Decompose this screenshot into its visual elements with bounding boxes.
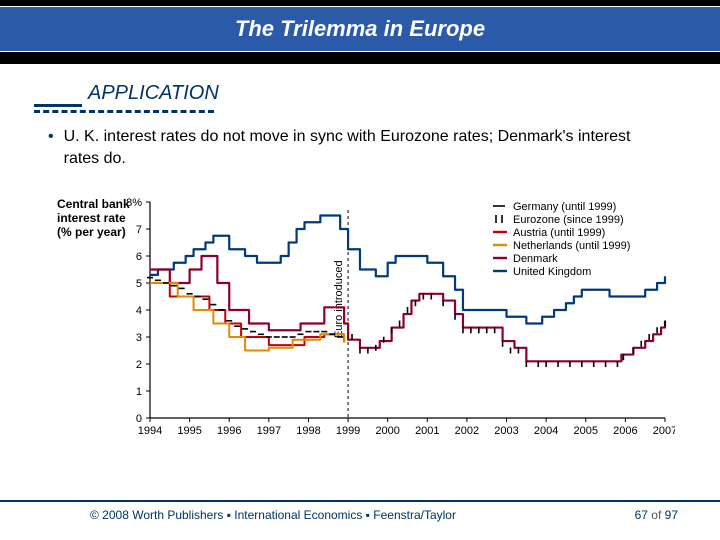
title-inner: The Trilemma in Europe xyxy=(0,6,720,52)
page-sep: of xyxy=(648,508,665,522)
svg-text:1995: 1995 xyxy=(177,425,201,437)
svg-text:interest rate: interest rate xyxy=(57,211,126,225)
svg-text:Netherlands (until 1999): Netherlands (until 1999) xyxy=(513,240,630,252)
svg-text:2000: 2000 xyxy=(375,425,399,437)
svg-text:2003: 2003 xyxy=(494,425,518,437)
svg-text:2007: 2007 xyxy=(653,425,675,437)
svg-text:2006: 2006 xyxy=(613,425,637,437)
svg-text:4: 4 xyxy=(136,305,142,317)
svg-text:Central bank: Central bank xyxy=(57,197,130,211)
application-underline-dashed xyxy=(34,110,214,113)
application-label: APPLICATION xyxy=(88,82,219,105)
svg-text:1996: 1996 xyxy=(217,425,241,437)
svg-text:1: 1 xyxy=(136,386,142,398)
footer-copyright: © 2008 Worth Publishers ▪ International … xyxy=(90,508,456,522)
svg-text:3: 3 xyxy=(136,332,142,344)
svg-text:0: 0 xyxy=(136,413,142,425)
svg-text:Eurozone (since 1999): Eurozone (since 1999) xyxy=(513,214,624,226)
application-underline-solid xyxy=(34,104,82,107)
svg-text:5: 5 xyxy=(136,278,142,290)
slide-title: The Trilemma in Europe xyxy=(235,16,485,42)
svg-text:United Kingdom: United Kingdom xyxy=(513,266,591,278)
svg-text:6: 6 xyxy=(136,251,142,263)
svg-text:8%: 8% xyxy=(126,197,142,209)
svg-text:2001: 2001 xyxy=(415,425,439,437)
bullet-marker: • xyxy=(48,126,54,170)
svg-text:1999: 1999 xyxy=(336,425,360,437)
svg-text:2002: 2002 xyxy=(455,425,479,437)
svg-text:Germany (until 1999): Germany (until 1999) xyxy=(513,201,616,213)
svg-text:2004: 2004 xyxy=(534,425,558,437)
svg-text:Austria (until 1999): Austria (until 1999) xyxy=(513,227,605,239)
title-bar: The Trilemma in Europe xyxy=(0,0,720,64)
svg-text:2: 2 xyxy=(136,359,142,371)
svg-text:2005: 2005 xyxy=(574,425,598,437)
svg-text:Denmark: Denmark xyxy=(513,253,558,265)
chart-svg: Central bankinterest rate(% per year) 0 1 2… xyxy=(55,190,675,450)
svg-text:1998: 1998 xyxy=(296,425,320,437)
svg-text:1997: 1997 xyxy=(257,425,281,437)
page-total: 97 xyxy=(665,508,678,522)
footer: © 2008 Worth Publishers ▪ International … xyxy=(0,508,720,522)
svg-text:Euro introduced: Euro introduced xyxy=(333,260,345,338)
body-text: • U. K. interest rates do not move in sy… xyxy=(48,126,660,170)
footer-page: 67 of 97 xyxy=(635,508,678,522)
svg-text:(% per year): (% per year) xyxy=(57,225,126,239)
page-current: 67 xyxy=(635,508,648,522)
interest-rate-chart: Central bankinterest rate(% per year) 0 1 2… xyxy=(55,190,675,450)
bullet-text: U. K. interest rates do not move in sync… xyxy=(64,126,660,170)
footer-divider xyxy=(0,500,720,502)
bullet-item: • U. K. interest rates do not move in sy… xyxy=(48,126,660,170)
svg-text:7: 7 xyxy=(136,224,142,236)
slide: The Trilemma in Europe APPLICATION • U. … xyxy=(0,0,720,540)
svg-text:1994: 1994 xyxy=(138,425,162,437)
application-heading: APPLICATION xyxy=(0,82,720,112)
